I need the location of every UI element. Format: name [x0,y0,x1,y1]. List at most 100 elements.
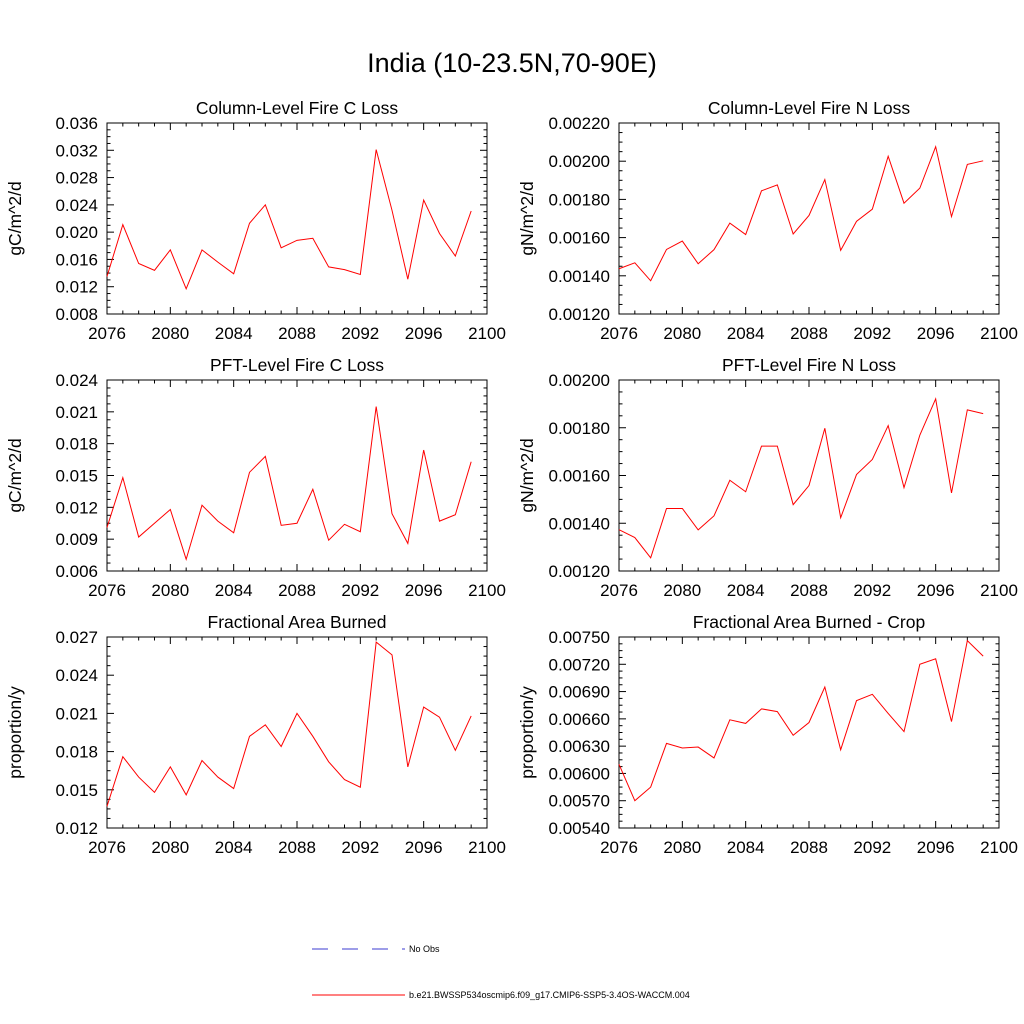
y-tick-label: 0.00600 [549,764,610,783]
series-line [618,144,984,282]
y-tick-label: 0.00180 [549,419,610,438]
x-tick-label: 2100 [980,838,1018,857]
y-tick-label: 0.012 [55,498,98,517]
y-tick-label: 0.00140 [549,267,610,286]
y-tick-label: 0.016 [55,250,98,269]
panel-title: Fractional Area Burned [208,612,387,632]
panel-title: PFT-Level Fire C Loss [210,355,384,375]
panel-title: Column-Level Fire N Loss [708,98,911,118]
panels-group: Column-Level Fire C Loss gC/m^2/d 2076 2080… [5,98,1018,857]
y-axis-label: gC/m^2/d [5,438,25,512]
y-tick-label: 0.00220 [549,114,610,133]
x-tick-label: 2084 [727,838,765,857]
x-tick-label: 2084 [215,581,253,600]
x-tick-label: 2100 [980,324,1018,343]
x-tick-label: 2080 [151,581,189,600]
x-tick-label: 2100 [468,838,506,857]
panel-fractional-area-burned-crop: Fractional Area Burned - Crop proportion/… [517,612,1018,857]
series-line [106,149,472,291]
x-tick-label: 2076 [88,581,126,600]
panel-column-level-fire-n-loss: Column-Level Fire N Loss gN/m^2/d 2076 2080… [517,98,1018,343]
y-tick-label: 0.00120 [549,562,610,581]
x-tick-label: 2092 [853,838,891,857]
plot-frame [618,122,1000,315]
y-tick-label: 0.00200 [549,371,610,390]
plot-frame [106,636,488,829]
plot-frame [618,379,1000,572]
plot-frame [618,636,1000,829]
y-axis-label: proportion/y [517,686,537,779]
y-tick-label: 0.009 [55,530,98,549]
x-tick-label: 2096 [917,324,955,343]
x-tick-label: 2100 [468,324,506,343]
y-tick-label: 0.00180 [549,190,610,209]
x-tick-label: 2092 [341,838,379,857]
y-tick-label: 0.015 [55,467,98,486]
legend: No Obs b.e21.BWSSP534oscmip6.f09_g17.CMI… [312,944,690,1000]
series-line [106,406,472,562]
y-axis-label: gN/m^2/d [517,438,537,512]
y-axis-label: proportion/y [5,686,25,779]
x-tick-label: 2088 [790,324,828,343]
y-tick-label: 0.00160 [549,229,610,248]
x-tick-label: 2076 [600,838,638,857]
x-tick-label: 2084 [727,581,765,600]
x-tick-label: 2096 [405,581,443,600]
y-tick-label: 0.00120 [549,305,610,324]
x-tick-label: 2100 [468,581,506,600]
x-tick-label: 2092 [341,324,379,343]
panel-title: Fractional Area Burned - Crop [693,612,925,632]
series-line [106,641,472,807]
y-tick-label: 0.00540 [549,819,610,838]
x-tick-label: 2096 [405,324,443,343]
x-tick-label: 2092 [341,581,379,600]
x-tick-label: 2076 [600,324,638,343]
y-tick-label: 0.00570 [549,792,610,811]
panel-fractional-area-burned: Fractional Area Burned proportion/y 2076 20… [5,612,506,857]
plot-frame [106,379,488,572]
legend-label-no-obs: No Obs [409,944,440,954]
x-tick-label: 2080 [663,838,701,857]
y-tick-label: 0.00720 [549,655,610,674]
x-tick-label: 2080 [151,324,189,343]
y-tick-label: 0.021 [55,403,98,422]
x-tick-label: 2084 [215,838,253,857]
x-tick-label: 2092 [853,324,891,343]
y-tick-label: 0.00140 [549,514,610,533]
y-axis-label: gC/m^2/d [5,181,25,255]
x-tick-label: 2096 [405,838,443,857]
panel-title: PFT-Level Fire N Loss [722,355,896,375]
panel-column-level-fire-c-loss: Column-Level Fire C Loss gC/m^2/d 2076 2080… [5,98,506,343]
series-line [618,639,984,802]
panel-pft-level-fire-n-loss: PFT-Level Fire N Loss gN/m^2/d 2076 2080 208… [517,355,1018,600]
panel-pft-level-fire-c-loss: PFT-Level Fire C Loss gC/m^2/d 2076 2080 208… [5,355,506,600]
x-tick-label: 2088 [790,581,828,600]
x-tick-label: 2076 [600,581,638,600]
y-tick-label: 0.00630 [549,737,610,756]
y-tick-label: 0.018 [55,435,98,454]
figure-title: India (10-23.5N,70-90E) [367,48,657,78]
x-tick-label: 2076 [88,324,126,343]
x-tick-label: 2076 [88,838,126,857]
plot-frame [106,122,488,315]
x-tick-label: 2084 [727,324,765,343]
panel-title: Column-Level Fire C Loss [196,98,399,118]
y-tick-label: 0.00200 [549,152,610,171]
x-tick-label: 2096 [917,581,955,600]
y-tick-label: 0.00690 [549,683,610,702]
x-tick-label: 2080 [663,581,701,600]
x-tick-label: 2080 [663,324,701,343]
y-tick-label: 0.024 [55,371,98,390]
y-tick-label: 0.036 [55,114,98,133]
y-tick-label: 0.027 [55,628,98,647]
x-tick-label: 2088 [278,581,316,600]
y-tick-label: 0.00660 [549,710,610,729]
y-tick-label: 0.020 [55,223,98,242]
y-tick-label: 0.008 [55,305,98,324]
x-tick-label: 2088 [278,324,316,343]
y-tick-label: 0.015 [55,781,98,800]
x-tick-label: 2092 [853,581,891,600]
x-tick-label: 2088 [790,838,828,857]
series-line [618,397,984,559]
